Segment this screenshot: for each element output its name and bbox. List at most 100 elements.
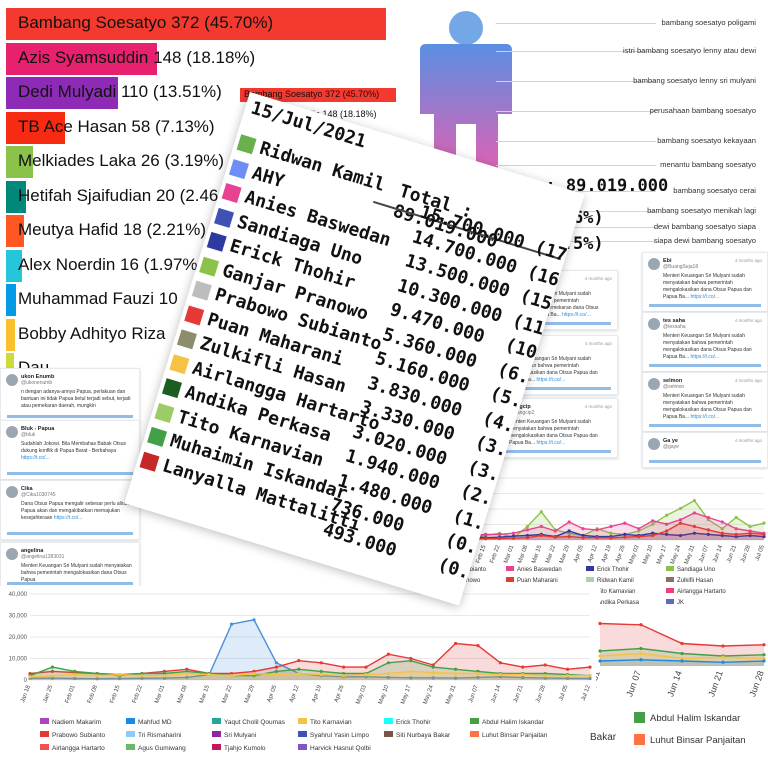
bar-label: Muhammad Fauzi 10	[18, 289, 178, 308]
data-point	[498, 673, 502, 677]
legend-item[interactable]: Abdul Halim Iskandar	[634, 712, 740, 724]
x-tick-label: Mar 01	[503, 544, 515, 564]
data-point	[553, 535, 557, 539]
tweet-card[interactable]: Bluk - Papua @bluk Sudahlah Jokowi. Bila M…	[0, 420, 140, 480]
tweet-author[interactable]: Bangcip	[509, 404, 531, 410]
tweet-accent	[495, 450, 611, 453]
data-point	[162, 674, 166, 678]
mindmap-item[interactable]: bambang soesatyo poligami	[661, 18, 756, 27]
legend-swatch	[212, 744, 221, 750]
mindmap-item[interactable]: bambang soesatyo cerai	[673, 186, 756, 195]
legend-item[interactable]: Nadiem Makarim	[40, 718, 101, 726]
tweet-handle[interactable]: @texsaha	[663, 324, 686, 330]
data-point	[230, 674, 234, 678]
tweet-link[interactable]: https://t.co/...	[689, 294, 720, 300]
legend-item[interactable]: Tito Karnavian	[298, 718, 352, 726]
x-tick-label: Jun 07	[698, 544, 710, 564]
legend-item[interactable]: Agus Gumiwang	[126, 744, 186, 752]
mindmap-item[interactable]: bambang soesatyo menikah lagi	[647, 206, 756, 215]
legend-item[interactable]: Luhut Binsar Panjaitan	[634, 734, 746, 746]
tweet-link[interactable]: https://t.co/...	[535, 377, 566, 383]
tweet-author[interactable]: selmon	[663, 378, 683, 384]
data-point	[762, 535, 766, 539]
data-point	[543, 663, 547, 667]
ranking-color-square	[176, 329, 197, 350]
tweet-card[interactable]: angelina @angelina1283031 Menteri Keuangan…	[0, 542, 140, 590]
data-point	[95, 677, 99, 681]
tweet-handle[interactable]: @selmon	[663, 384, 685, 390]
tweet-author[interactable]: Bluk - Papua	[21, 426, 55, 432]
tweet-card[interactable]: Cika @Cika1030745 Dana Otsus Papua mengali…	[0, 480, 140, 540]
tweet-link[interactable]: https://t.co/...	[52, 515, 83, 521]
mindmap-item[interactable]: perusahaan bambang soesatyo	[649, 106, 756, 115]
x-tick-label: May 24	[423, 684, 436, 705]
legend-item[interactable]: Mahfud MD	[126, 718, 172, 726]
x-tick-label: Jun 28	[740, 544, 752, 564]
legend-item[interactable]: Syahrul Yasin Limpo	[298, 731, 369, 739]
bar-row: Hetifah Sjaifudian 20 (2.46	[0, 180, 410, 213]
tweet-card[interactable]: Ga ye @gaye 4 months ago	[642, 432, 768, 468]
tweet-author[interactable]: Cika	[21, 486, 33, 492]
data-point	[140, 674, 144, 678]
tweet-card[interactable]: selmon @selmon 4 months ago Menteri Keuanga…	[642, 372, 768, 432]
tweet-author[interactable]: angelina	[21, 548, 44, 554]
legend-item[interactable]: Puan Maharani	[506, 577, 558, 584]
legend-item[interactable]: Abdul Halim Iskandar	[470, 718, 545, 726]
tweet-handle[interactable]: @ukonenumb	[21, 380, 53, 386]
legend-item[interactable]: Airlangga Hartarto	[666, 588, 726, 595]
x-tick-label: May 24	[670, 544, 683, 565]
tweet-handle[interactable]: @Cika1030745	[21, 492, 56, 498]
legend-label: JK	[677, 600, 684, 606]
avatar	[648, 378, 660, 390]
tweet-handle[interactable]: @bangcip2	[509, 410, 535, 416]
legend-item[interactable]: Zulkifli Hasan	[666, 577, 713, 584]
data-point	[342, 665, 346, 669]
data-point	[637, 527, 641, 531]
legend-item[interactable]: Sri Mulyani	[212, 731, 256, 739]
legend-item[interactable]: Sandiaga Uno	[666, 566, 716, 573]
tweet-author[interactable]: ukon Enumb	[21, 374, 55, 380]
data-point	[525, 536, 530, 540]
data-point	[484, 532, 488, 536]
tweet-card[interactable]: tes saha @texsaha 4 months ago Menteri Keua…	[642, 312, 768, 372]
tweet-author[interactable]: Ebi	[663, 258, 672, 264]
legend-item[interactable]: Luhut Binsar Panjaitan	[470, 731, 548, 739]
tweet-handle[interactable]: @bluk	[21, 432, 36, 438]
legend-item[interactable]: Harvick Hasnul Qolbi	[298, 744, 371, 752]
legend-item[interactable]: Yaqut Cholil Qoumas	[212, 718, 286, 726]
legend-swatch	[586, 566, 594, 571]
mindmap-item[interactable]: istri bambang soesatyo lenny atau dewi	[623, 46, 756, 55]
tweet-link[interactable]: https://t.co/...	[535, 440, 566, 446]
tweet-handle[interactable]: @angelina1283031	[21, 554, 65, 560]
x-tick-label: Feb 22	[489, 544, 501, 564]
tweet-link[interactable]: https://t.co/...	[21, 455, 50, 461]
mindmap-item[interactable]: dewi bambang soesatyo siapa	[653, 222, 756, 231]
legend-item[interactable]: Airlangga Hartarto	[40, 744, 105, 752]
legend-item[interactable]: Erick Thohir	[384, 718, 431, 726]
legend-item[interactable]: Prabowo Subianto	[40, 731, 106, 739]
ranking-color-square	[236, 134, 257, 155]
mindmap-item[interactable]: bambang soesatyo lenny sri mulyani	[633, 76, 756, 85]
tweet-author[interactable]: Ga ye	[663, 438, 678, 444]
legend-item[interactable]: Siti Nurbaya Bakar	[384, 731, 451, 739]
mindmap-item[interactable]: siapa dewi bambang soesatyo	[653, 236, 756, 245]
legend-item[interactable]: JK	[666, 599, 684, 606]
legend-item[interactable]: Ridwan Kamil	[586, 577, 634, 584]
legend-item[interactable]: Erick Thohir	[586, 566, 629, 573]
x-tick-label: Mar 01	[154, 684, 166, 704]
tweet-link[interactable]: https://t.co/...	[689, 354, 720, 360]
tweet-author[interactable]: tes saha	[663, 318, 686, 324]
tweet-card[interactable]: ukon Enumb @ukonenumb n dengan adanya-anny…	[0, 368, 140, 423]
tweet-card[interactable]: Ebi @BuangSeja18 4 months ago Menteri Keuan…	[642, 252, 768, 312]
tweet-link[interactable]: https://t.co/...	[560, 312, 591, 318]
mindmap-item[interactable]: bambang soesatyo kekayaan	[657, 136, 756, 145]
legend-item[interactable]: Tri Rismaharini	[126, 731, 181, 739]
mindmap-item[interactable]: menantu bambang soesatyo	[660, 160, 756, 169]
legend-item[interactable]: Tjahjo Kumolo	[212, 744, 266, 752]
x-tick-label: Jan 18	[20, 684, 32, 704]
tweet-handle[interactable]: @BuangSeja18	[663, 264, 699, 270]
tweet-link[interactable]: https://t.co/...	[689, 414, 720, 420]
data-point	[678, 533, 683, 538]
tweet-handle[interactable]: @gaye	[663, 444, 679, 450]
legend-item[interactable]: Anies Baswedan	[506, 566, 562, 573]
